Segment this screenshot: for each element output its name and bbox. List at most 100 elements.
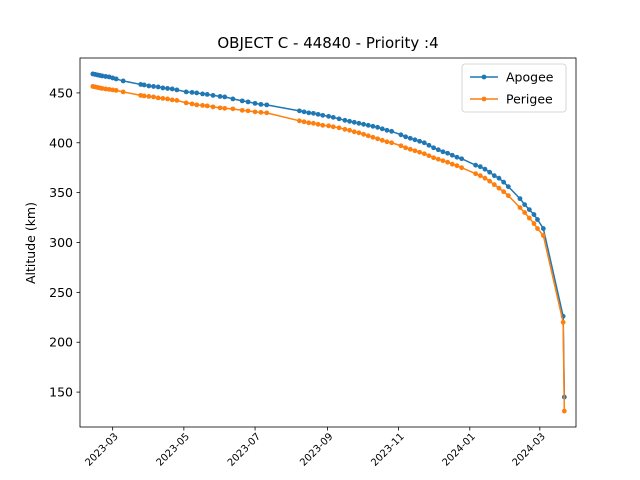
apogee-point-40 (330, 114, 336, 120)
y-tick-label: 300 (49, 235, 73, 250)
apogee-point-52 (389, 128, 394, 134)
apogee-point-66 (459, 156, 465, 162)
apogee-point-5 (103, 74, 109, 79)
perigee-point-18 (174, 97, 180, 103)
apogee-point-38 (320, 112, 326, 118)
apogee-point-49 (375, 124, 380, 130)
apogee-point-75 (517, 196, 523, 202)
x-tick-label: 2023-05 (155, 431, 192, 468)
apogee-point-74 (505, 184, 511, 190)
perigee-point-9 (120, 89, 126, 95)
perigee-point-38 (320, 122, 326, 128)
apogee-point-10 (138, 82, 144, 87)
apogee-point-69 (482, 166, 488, 172)
y-tick-label: 250 (49, 285, 73, 300)
perigee-point-15 (160, 95, 166, 101)
axes-frame (79, 57, 577, 428)
perigee-point-65 (454, 163, 460, 169)
apogee-point-13 (151, 84, 156, 89)
apogee-point-50 (379, 126, 385, 132)
apogee-point-18 (174, 87, 180, 93)
apogee-point-63 (445, 150, 451, 156)
perigee-point-48 (370, 134, 376, 140)
perigee-point-17 (169, 97, 175, 103)
perigee-point-68 (477, 173, 483, 179)
perigee-point-21 (194, 102, 200, 108)
perigee-line (92, 85, 566, 412)
apogee-point-4 (99, 73, 105, 79)
apogee-point-55 (407, 135, 413, 141)
apogee-point-62 (440, 149, 446, 155)
perigee-point-28 (239, 107, 245, 113)
apogee-point-37 (315, 111, 321, 117)
apogee-point-68 (477, 164, 483, 170)
perigee-point-26 (222, 105, 228, 111)
apogee-point-58 (421, 140, 427, 146)
apogee-point-78 (531, 212, 537, 217)
perigee-point-75 (517, 205, 523, 210)
perigee-point-16 (165, 96, 170, 102)
apogee-point-34 (301, 109, 307, 115)
legend: Apogee Perigee (461, 63, 567, 113)
perigee-point-14 (155, 95, 161, 101)
perigee-point-77 (526, 215, 532, 221)
perigee-point-25 (217, 105, 223, 111)
perigee-point-46 (361, 131, 366, 137)
perigee-point-10 (138, 93, 144, 98)
perigee-point-29 (245, 108, 251, 114)
perigee-point-71 (491, 182, 497, 188)
perigee-point-72 (496, 185, 502, 191)
apogee-point-51 (384, 127, 390, 133)
perigee-point-4 (99, 86, 105, 91)
perigee-point-57 (417, 149, 423, 155)
apogee-point-47 (365, 122, 371, 128)
perigee-point-82 (561, 408, 567, 414)
perigee-point-11 (141, 93, 147, 99)
perigee-point-52 (389, 140, 394, 146)
perigee-point-12 (146, 94, 152, 99)
apogee-point-53 (398, 132, 404, 138)
apogee-point-64 (449, 152, 455, 158)
apogee-point-9 (120, 78, 126, 84)
perigee-point-79 (535, 226, 540, 231)
perigee-point-41 (336, 125, 342, 131)
perigee-point-44 (351, 129, 357, 135)
perigee-point-70 (487, 178, 493, 184)
perigee-point-62 (440, 158, 446, 164)
perigee-point-56 (412, 148, 418, 154)
perigee-point-37 (315, 121, 321, 127)
plot-area (90, 71, 567, 414)
apogee-point-57 (417, 138, 423, 144)
perigee-point-66 (459, 165, 465, 171)
y-tick-label: 150 (49, 385, 73, 400)
legend-perigee-label: Perigee (506, 92, 553, 107)
apogee-point-14 (155, 84, 161, 90)
x-tick-label: 2023-11 (369, 431, 406, 468)
perigee-point-7 (110, 87, 116, 93)
apogee-point-65 (454, 154, 460, 160)
apogee-point-73 (501, 179, 507, 185)
perigee-point-31 (258, 109, 264, 115)
apogee-point-59 (426, 142, 432, 148)
perigee-point-20 (189, 101, 195, 107)
axes: 150 200 250 300 350 400 450 2023-03 2023-05 2023-… (49, 57, 577, 469)
perigee-point-23 (204, 103, 210, 109)
perigee-point-58 (421, 151, 427, 157)
perigee-point-61 (435, 156, 441, 162)
legend-box (461, 63, 567, 113)
x-tick-label: 2023-03 (83, 431, 120, 468)
apogee-point-72 (496, 175, 502, 181)
apogee-point-24 (210, 93, 216, 98)
apogee-point-48 (370, 123, 376, 129)
perigee-point-63 (445, 159, 451, 165)
apogee-point-42 (342, 117, 348, 123)
y-axis-label: Altitude (km) (23, 202, 38, 284)
perigee-point-35 (306, 120, 312, 126)
perigee-point-47 (365, 133, 371, 139)
legend-perigee-swatch-marker (481, 96, 487, 102)
perigee-point-30 (252, 109, 258, 115)
apogee-point-11 (141, 82, 147, 88)
apogee-point-79 (535, 217, 540, 222)
